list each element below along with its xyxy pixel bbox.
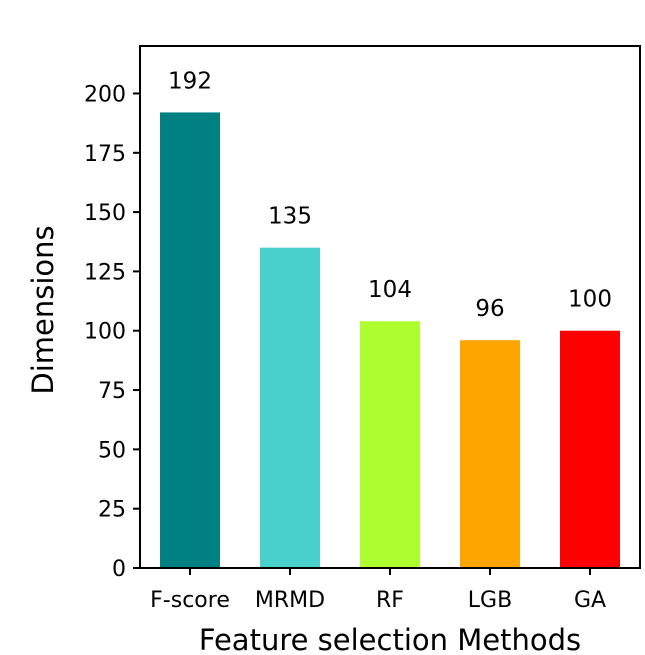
x-tick-label: F-score bbox=[150, 588, 230, 613]
y-tick-label: 125 bbox=[84, 260, 126, 285]
bars-group bbox=[160, 112, 620, 568]
x-tick-label: MRMD bbox=[255, 588, 325, 613]
y-tick-label: 75 bbox=[98, 379, 126, 404]
y-axis-ticks: 0 25 50 75 100 125 150 175 200 bbox=[84, 82, 140, 582]
y-tick-label: 200 bbox=[84, 82, 126, 107]
y-axis-title: Dimensions bbox=[26, 225, 60, 394]
bar-value-label: 100 bbox=[568, 287, 612, 313]
y-tick-label: 150 bbox=[84, 201, 126, 226]
x-axis-ticks: F-score MRMD RF LGB GA bbox=[150, 568, 606, 613]
bar-f-score bbox=[160, 112, 220, 568]
bar-value-label: 135 bbox=[268, 204, 312, 230]
bar-mrmd bbox=[260, 248, 320, 568]
y-tick-label: 50 bbox=[98, 438, 126, 463]
bar-value-label: 96 bbox=[475, 296, 504, 322]
bar-value-label: 192 bbox=[168, 68, 212, 94]
bar-rf bbox=[360, 321, 420, 568]
x-tick-label: RF bbox=[376, 588, 404, 613]
y-tick-label: 0 bbox=[112, 557, 126, 582]
bar-lgb bbox=[460, 340, 520, 568]
bar-labels-group: 192 135 104 96 100 bbox=[168, 68, 612, 322]
bar-value-label: 104 bbox=[368, 277, 412, 303]
x-tick-label: GA bbox=[574, 588, 606, 613]
bar-ga bbox=[560, 331, 620, 568]
y-tick-label: 25 bbox=[98, 498, 126, 523]
x-axis-title: Feature selection Methods bbox=[199, 623, 581, 655]
y-tick-label: 175 bbox=[84, 142, 126, 167]
y-tick-label: 100 bbox=[84, 320, 126, 345]
x-tick-label: LGB bbox=[468, 588, 512, 613]
